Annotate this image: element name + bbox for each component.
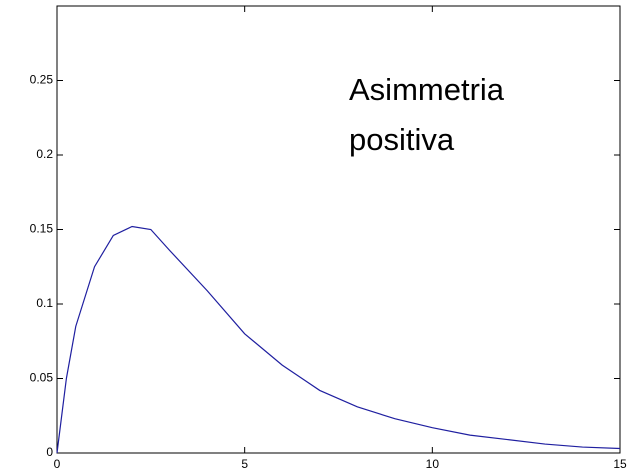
y-tick-label: 0.15 <box>30 222 54 236</box>
annotation: positiva <box>349 122 455 157</box>
x-tick-label: 10 <box>426 457 440 471</box>
x-tick-label: 0 <box>54 457 61 471</box>
data-line <box>56 225 621 454</box>
annotation: Asimmetria <box>349 72 505 107</box>
x-tick-label: 15 <box>613 457 627 471</box>
y-tick-label: 0.05 <box>30 371 54 385</box>
y-tick-label: 0.2 <box>36 147 53 161</box>
y-tick-label: 0.1 <box>36 296 53 310</box>
y-tick-label: 0 <box>46 445 53 459</box>
y-tick-label: 0.25 <box>30 73 54 87</box>
x-tick-label: 5 <box>241 457 248 471</box>
plot-frame <box>56 5 621 454</box>
